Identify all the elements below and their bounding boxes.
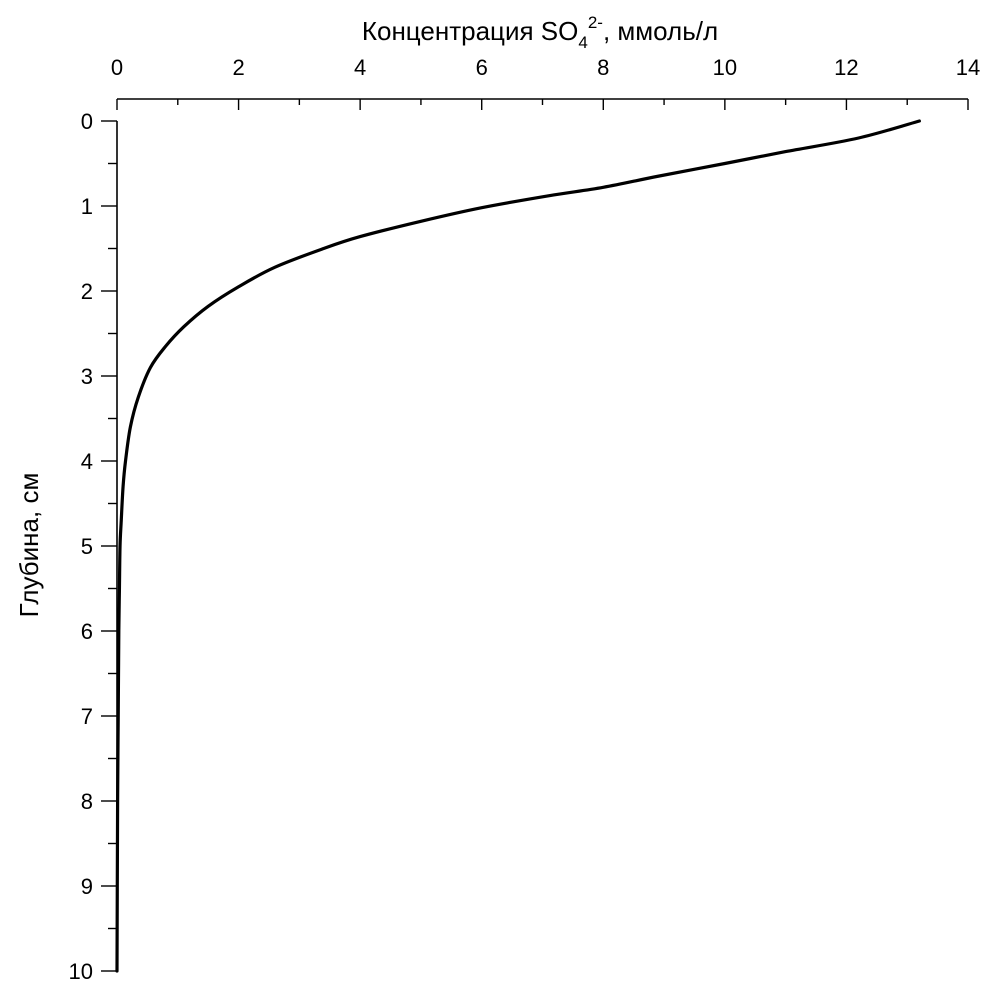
y-tick-label: 4 [81,449,93,474]
x-tick-label: 6 [476,55,488,80]
x-tick-label: 2 [232,55,244,80]
x-tick-label: 0 [111,55,123,80]
x-tick-label: 12 [834,55,858,80]
y-tick-label: 8 [81,789,93,814]
concentration-depth-curve [115,119,921,973]
y-tick-label: 9 [81,874,93,899]
x-axis-title-superscript: 2- [588,13,603,32]
y-axis: 0 1 2 3 4 5 6 7 8 9 10 [69,109,118,983]
x-tick-label: 10 [713,55,737,80]
x-axis-title: Концентрация SO42-, ммоль/л [362,13,718,52]
x-axis-title-subscript: 4 [578,33,587,52]
y-tick-label: 1 [81,194,93,219]
y-tick-label: 7 [81,704,93,729]
y-tick-label: 10 [69,959,93,983]
series-layer [115,119,921,973]
y-tick-label: 3 [81,364,93,389]
y-tick-label: 6 [81,619,93,644]
y-tick-label: 5 [81,534,93,559]
x-axis-title-rest: , ммоль/л [603,16,718,46]
y-tick-label: 2 [81,279,93,304]
x-tick-label: 8 [597,55,609,80]
x-tick-label: 4 [354,55,366,80]
y-axis-title: Глубина, см [14,473,44,618]
y-tick-label: 0 [81,109,93,134]
x-tick-label: 14 [956,55,980,80]
x-axis-title-main: Концентрация SO [362,16,579,46]
x-axis: 0 2 4 6 8 10 12 14 [111,55,980,110]
